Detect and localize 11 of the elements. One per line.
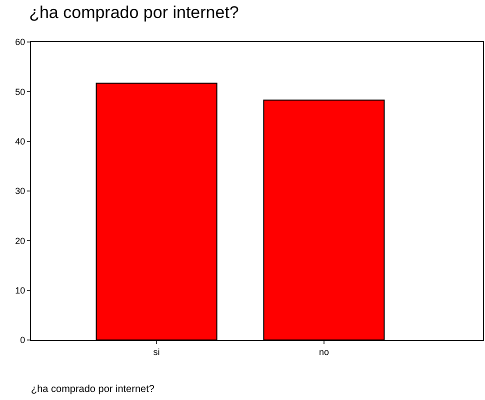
- y-tick-label: 60: [15, 37, 26, 48]
- x-axis-title: ¿ha comprado por internet?: [31, 384, 155, 395]
- y-tick-label: 10: [15, 285, 26, 296]
- y-tick-label: 50: [15, 86, 26, 97]
- x-tick-label: si: [153, 346, 160, 357]
- chart-title: ¿ha comprado por internet?: [29, 2, 239, 22]
- y-tick-label: 30: [15, 186, 26, 196]
- y-tick-label: 40: [15, 136, 26, 146]
- x-tick-label: no: [318, 346, 329, 357]
- y-tick-label: 20: [15, 236, 26, 246]
- y-tick-label: 0: [20, 335, 26, 346]
